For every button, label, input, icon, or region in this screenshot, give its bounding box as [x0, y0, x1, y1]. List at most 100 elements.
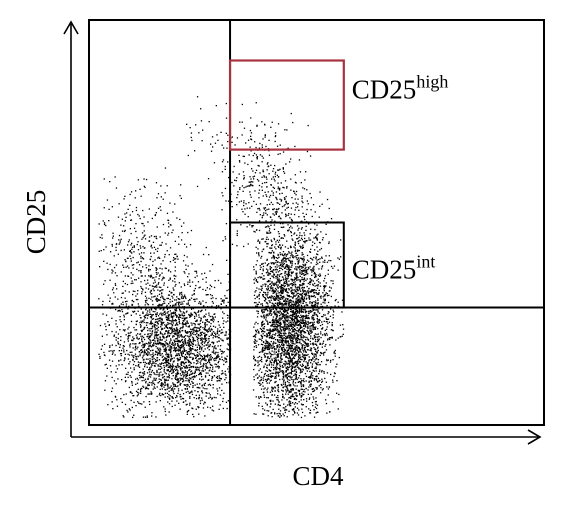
event-dot [263, 396, 266, 398]
event-dot [227, 301, 229, 303]
event-dot [329, 286, 331, 288]
event-dot [180, 361, 182, 363]
event-dot [219, 394, 222, 396]
event-dot [158, 286, 161, 288]
event-dot [158, 299, 160, 301]
event-dot [289, 363, 291, 365]
event-dot [168, 323, 170, 325]
event-dot [191, 336, 194, 338]
event-dot [227, 273, 229, 275]
event-dot [131, 303, 133, 306]
event-dot [221, 356, 223, 358]
event-dot [141, 350, 144, 352]
event-dot [194, 354, 196, 357]
event-dot [306, 285, 308, 288]
event-dot [211, 295, 213, 297]
event-dot [113, 266, 116, 269]
event-dot [260, 351, 262, 353]
event-dot [119, 344, 121, 346]
event-dot [313, 321, 315, 323]
event-dot [313, 318, 315, 321]
event-dot [142, 209, 144, 212]
event-dot [189, 396, 191, 398]
event-dot [155, 267, 158, 270]
event-dot [216, 330, 219, 332]
event-dot [272, 262, 274, 264]
event-dot [278, 391, 280, 393]
event-dot [178, 305, 180, 307]
event-dot [167, 331, 169, 334]
event-dot [132, 267, 134, 269]
event-dot [292, 323, 294, 326]
event-dot [317, 336, 319, 338]
event-dot [209, 315, 211, 318]
event-dot [138, 374, 140, 377]
event-dot [167, 376, 169, 378]
event-dot [284, 303, 286, 305]
event-dot [142, 343, 144, 345]
event-dot [274, 256, 276, 258]
event-dot [142, 376, 144, 378]
event-dot [171, 331, 173, 333]
event-dot [298, 334, 300, 336]
event-dot [204, 272, 206, 274]
event-dot [204, 359, 206, 361]
event-dot [114, 284, 117, 286]
event-dot [133, 337, 135, 340]
event-dot [289, 345, 292, 347]
event-dot [276, 264, 278, 266]
event-dot [219, 348, 221, 351]
event-dot [115, 320, 117, 322]
event-dot [104, 380, 107, 382]
event-dot [180, 296, 183, 298]
event-dot [103, 343, 106, 345]
event-dot [329, 290, 331, 292]
event-dot [123, 225, 125, 227]
event-dot [172, 259, 174, 261]
event-dot [216, 305, 218, 307]
event-dot [155, 267, 157, 269]
event-dot [313, 256, 315, 259]
event-dot [202, 364, 204, 367]
event-dot [217, 365, 219, 367]
event-dot [131, 351, 133, 353]
event-dot [132, 416, 134, 419]
event-dot [255, 272, 257, 274]
event-dot [274, 386, 276, 388]
event-dot [171, 326, 173, 328]
event-dot [272, 386, 274, 389]
event-dot [194, 326, 196, 329]
event-dot [143, 252, 145, 254]
event-dot [158, 339, 160, 341]
event-dot [274, 313, 276, 316]
event-dot [308, 317, 310, 320]
event-dot [186, 358, 188, 361]
event-dot [259, 359, 262, 362]
event-dot [290, 360, 292, 362]
event-dot [164, 302, 166, 304]
event-dot [281, 273, 283, 275]
event-dot [143, 319, 145, 321]
event-dot [257, 362, 259, 364]
event-dot [292, 321, 294, 323]
event-dot [182, 296, 185, 298]
event-dot [194, 349, 196, 351]
event-dot [315, 367, 317, 370]
event-dot [274, 287, 277, 290]
event-dot [180, 303, 182, 305]
event-dot [174, 324, 176, 326]
event-dot [178, 352, 180, 355]
event-dot [302, 244, 304, 246]
event-dot [228, 344, 230, 346]
event-dot [292, 380, 294, 383]
event-dot [273, 394, 276, 396]
event-dot [150, 322, 152, 324]
event-dot [161, 293, 163, 295]
event-dot [143, 352, 145, 354]
event-dot [332, 381, 334, 383]
event-dot [271, 337, 273, 339]
event-dot [220, 378, 222, 380]
event-dot [172, 344, 174, 346]
event-dot [142, 245, 144, 248]
event-dot [156, 273, 158, 275]
